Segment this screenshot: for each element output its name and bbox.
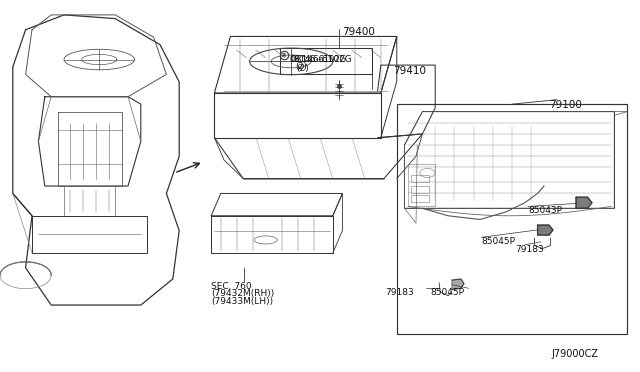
Text: R: R (282, 52, 285, 58)
Bar (397, 104, 627, 334)
Bar (411, 186, 429, 193)
Bar (280, 48, 372, 74)
Text: 79400: 79400 (342, 27, 375, 37)
Text: SEC. 760: SEC. 760 (211, 282, 252, 291)
Text: 79100: 79100 (549, 100, 582, 110)
Text: 85045P: 85045P (481, 237, 515, 246)
Text: 08146-6102G: 08146-6102G (291, 55, 352, 64)
Text: J79000CZ: J79000CZ (552, 349, 598, 359)
Text: (2): (2) (296, 64, 309, 73)
Text: 08146-6102G: 08146-6102G (290, 55, 347, 64)
Text: (79432M(RH)): (79432M(RH)) (211, 289, 275, 298)
Text: 79183: 79183 (385, 288, 414, 297)
Text: 79183: 79183 (515, 245, 544, 254)
Text: (2): (2) (296, 62, 307, 71)
Polygon shape (576, 197, 592, 208)
Bar (411, 195, 429, 202)
Polygon shape (452, 279, 464, 289)
Text: (79433M(LH)): (79433M(LH)) (211, 297, 273, 306)
Polygon shape (538, 225, 553, 235)
Text: 85045P: 85045P (430, 288, 464, 297)
Bar (411, 175, 429, 182)
Text: 85043P: 85043P (528, 206, 562, 215)
Text: 79410: 79410 (394, 66, 427, 76)
